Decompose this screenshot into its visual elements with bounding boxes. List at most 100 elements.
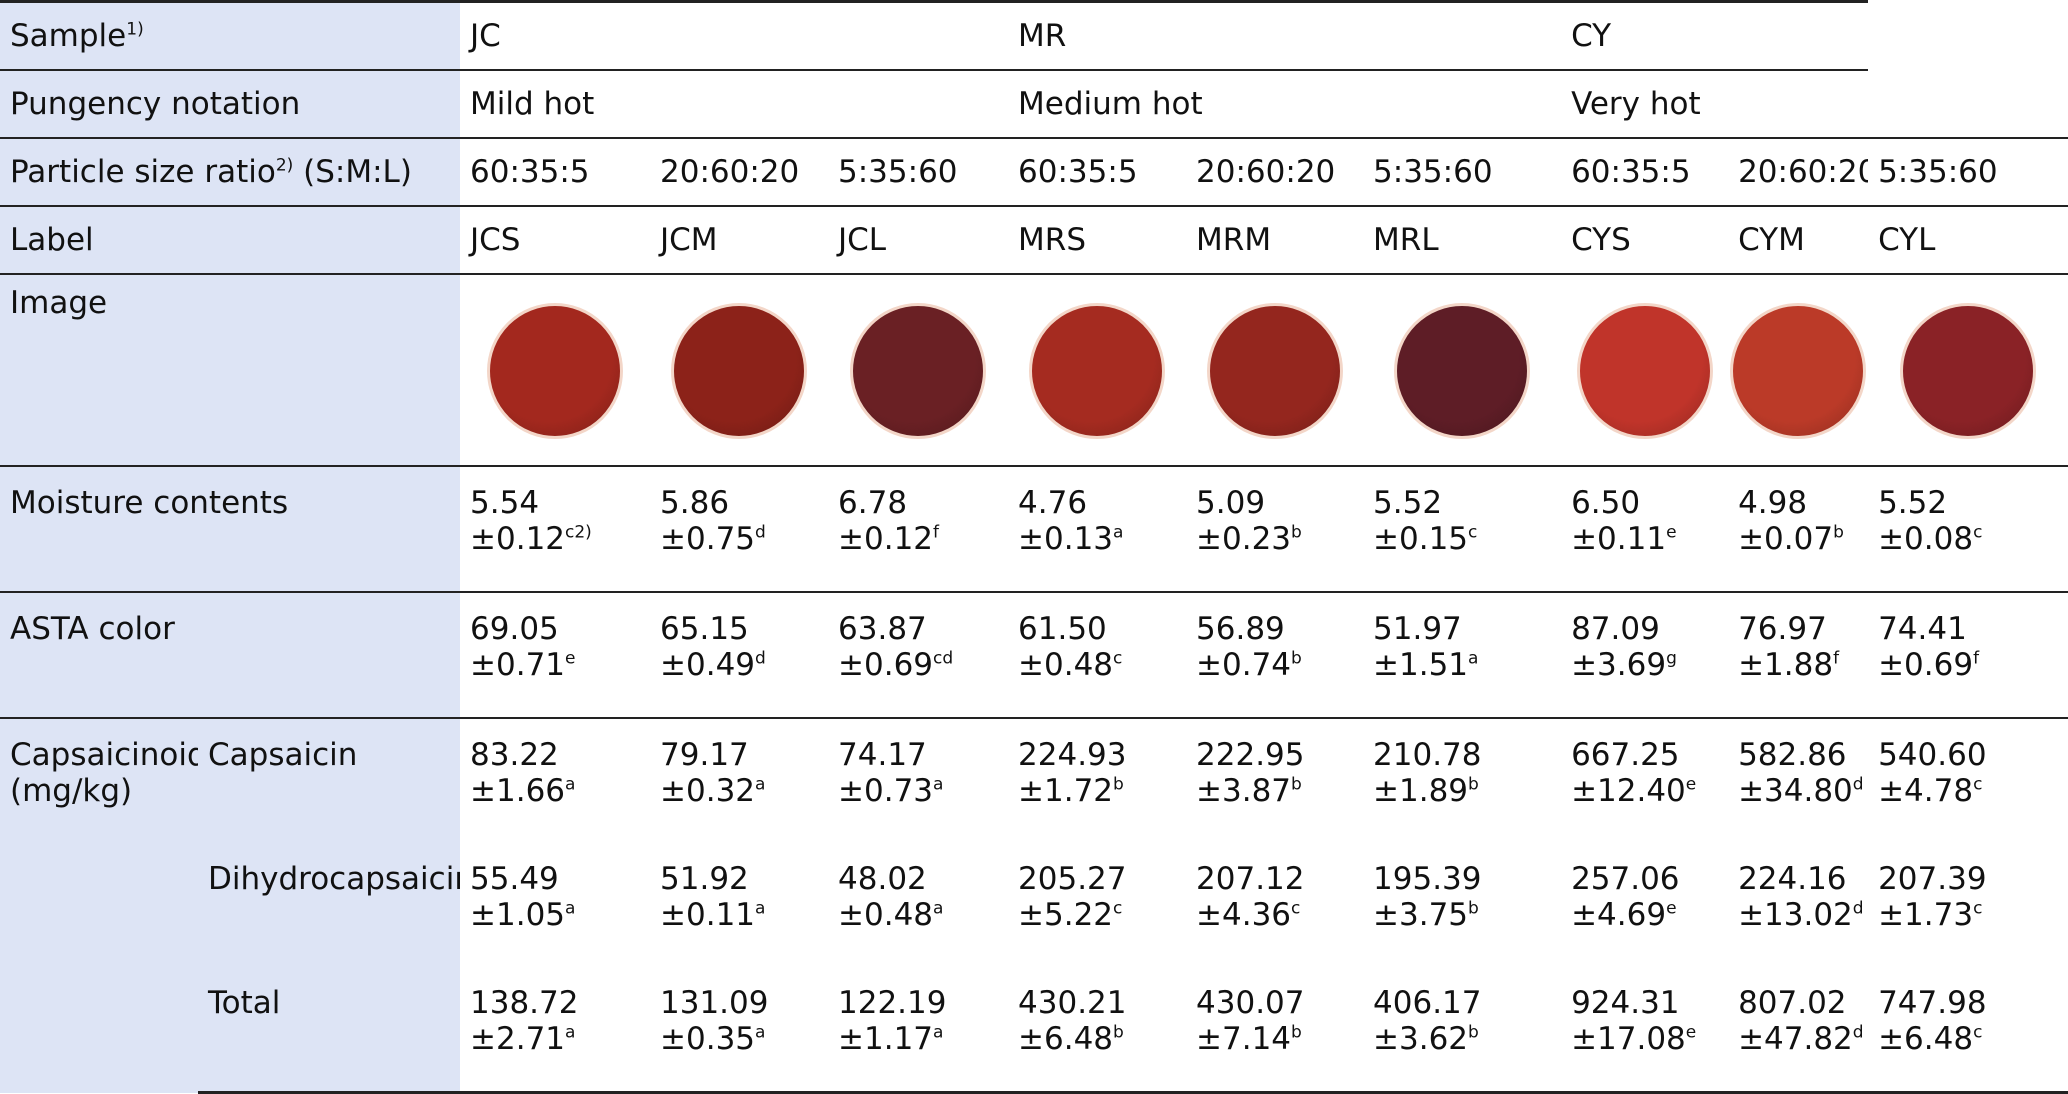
tot-value-cell: 131.09 ±0.35a — [650, 967, 829, 1094]
moisture-mean: 5.54 — [470, 485, 540, 521]
moisture-sd: ±0.12 — [470, 521, 566, 557]
tot-significance-letter: c — [1973, 1022, 1983, 1043]
tot-sd-line: ±47.82d — [1738, 1021, 1868, 1057]
asta-sd: ±1.88 — [1738, 647, 1834, 683]
sample-mr: MR — [1008, 0, 1562, 70]
tot-sd-line: ±0.35a — [660, 1021, 828, 1057]
pungency-cy: Very hot — [1561, 69, 1869, 138]
dihydrocapsaicin-header: Dihydrocapsaicin — [198, 843, 461, 967]
label-header: Label — [0, 205, 461, 274]
dih-mean: 51.92 — [660, 861, 749, 897]
moisture-mean: 5.52 — [1373, 485, 1443, 521]
moisture-sd: ±0.07 — [1738, 521, 1834, 557]
asta-value-cell: 51.97 ±1.51a — [1363, 591, 1562, 718]
tot-sd: ±2.71 — [470, 1021, 566, 1057]
cap-sd: ±1.72 — [1018, 773, 1114, 809]
cap-mean: 667.25 — [1571, 737, 1680, 773]
sample-row: Sample1) JC MR CY — [0, 0, 2068, 70]
dih-sd: ±4.36 — [1196, 897, 1292, 933]
moisture-sd-line: ±0.75d — [660, 521, 828, 557]
total-header: Total — [198, 967, 461, 1094]
dih-sd-line: ±0.48a — [838, 897, 1008, 933]
tot-value-cell: 430.21 ±6.48b — [1008, 967, 1187, 1094]
moisture-sd: ±0.75 — [660, 521, 756, 557]
cap-sd-line: ±1.89b — [1373, 773, 1561, 809]
tot-significance-letter: b — [1468, 1022, 1479, 1043]
sample-cy: CY — [1561, 0, 1869, 70]
label-cell: MRM — [1186, 205, 1364, 274]
cap-sd-line: ±1.72b — [1018, 773, 1186, 809]
dih-sd: ±1.05 — [470, 897, 566, 933]
dih-mean: 257.06 — [1571, 861, 1680, 897]
cap-sd: ±4.78 — [1878, 773, 1974, 809]
asta-significance-letter: b — [1291, 648, 1302, 669]
capsaicin-header: Capsaicin — [198, 717, 461, 843]
asta-value-cell: 65.15 ±0.49d — [650, 591, 829, 718]
sample-header: Sample1) — [0, 0, 461, 70]
cap-sd: ±1.66 — [470, 773, 566, 809]
sample-disc-image — [1730, 303, 1867, 439]
moisture-sd: ±0.23 — [1196, 521, 1292, 557]
asta-mean: 65.15 — [660, 611, 749, 647]
dih-value-cell: 205.27 ±5.22c — [1008, 843, 1186, 967]
cap-value-cell: 79.17 ±0.32a — [650, 717, 829, 843]
moisture-value-cell: 4.98 ±0.07b — [1728, 465, 1869, 592]
asta-sd-line: ±0.49d — [660, 647, 828, 683]
sample-disc-image — [1394, 303, 1531, 439]
dih-sd-line: ±3.75b — [1373, 897, 1561, 933]
tot-mean: 807.02 — [1738, 985, 1847, 1021]
asta-significance-letter: c — [1113, 648, 1123, 669]
moisture-sd-line: ±0.08c — [1878, 521, 2068, 557]
moisture-sd-line: ±0.07b — [1738, 521, 1868, 557]
dihydrocapsaicin-row: Dihydrocapsaicin 55.49 ±1.05a 51.92 ±0.11a 4… — [0, 843, 2068, 967]
asta-sd: ±0.74 — [1196, 647, 1292, 683]
tot-sd: ±47.82 — [1738, 1021, 1853, 1057]
asta-sd-line: ±0.69f — [1878, 647, 2068, 683]
cap-mean: 74.17 — [838, 737, 927, 773]
tot-significance-letter: a — [755, 1022, 766, 1043]
tot-mean: 406.17 — [1373, 985, 1482, 1021]
dih-sd-line: ±13.02d — [1738, 897, 1868, 933]
tot-sd: ±3.62 — [1373, 1021, 1469, 1057]
image-cell — [1728, 273, 1869, 466]
moisture-value-cell: 4.76 ±0.13a — [1008, 465, 1187, 592]
dih-value-cell: 51.92 ±0.11a — [650, 843, 828, 967]
cap-value-cell: 74.17 ±0.73a — [828, 717, 1009, 843]
capsaicin-row: Capsaicinoid (mg/kg) Capsaicin 83.22 ±1.66… — [0, 717, 2068, 1093]
cap-significance-letter: a — [755, 774, 766, 795]
tot-sd-line: ±1.17a — [838, 1021, 1008, 1057]
cap-sd: ±0.73 — [838, 773, 934, 809]
moisture-sd: ±0.15 — [1373, 521, 1469, 557]
moisture-value-cell: 5.86 ±0.75d — [650, 465, 829, 592]
ratio-cell: 60:35:5 — [460, 137, 651, 206]
asta-sd: ±0.69 — [838, 647, 934, 683]
moisture-value-cell: 5.09 ±0.23b — [1186, 465, 1364, 592]
sample-jc: JC — [460, 0, 1009, 70]
cap-value-cell: 210.78 ±1.89b — [1363, 717, 1562, 843]
asta-value-cell: 63.87 ±0.69cd — [828, 591, 1009, 718]
asta-sd: ±0.71 — [470, 647, 566, 683]
tot-sd-line: ±6.48b — [1018, 1021, 1186, 1057]
cap-mean: 83.22 — [470, 737, 559, 773]
moisture-row: Moisture contents 5.54 ±0.12c2) 5.86 ±0.75d… — [0, 465, 2068, 592]
asta-value-cell: 61.50 ±0.48c — [1008, 591, 1187, 718]
moisture-mean: 6.50 — [1571, 485, 1641, 521]
moisture-mean: 5.52 — [1878, 485, 1948, 521]
cap-sd-line: ±12.40e — [1571, 773, 1728, 809]
capsaicinoid-header: Capsaicinoid (mg/kg) — [0, 717, 198, 1093]
tot-mean: 138.72 — [470, 985, 579, 1021]
dih-significance-letter: e — [1666, 898, 1677, 919]
cap-sd: ±0.32 — [660, 773, 756, 809]
asta-significance-letter: f — [1973, 648, 1980, 669]
tot-value-cell: 430.07 ±7.14b — [1186, 967, 1364, 1094]
asta-value-cell: 74.41 ±0.69f — [1868, 591, 2068, 718]
cap-significance-letter: c — [1973, 774, 1983, 795]
pungency-row: Pungency notation Mild hot Medium hot Ve… — [0, 69, 2068, 138]
moisture-significance-letter: b — [1833, 522, 1844, 543]
dih-significance-letter: c — [1973, 898, 1983, 919]
dih-sd-line: ±1.05a — [470, 897, 650, 933]
dih-value-cell: 207.39 ±1.73c — [1868, 843, 2068, 967]
moisture-mean: 6.78 — [838, 485, 908, 521]
dih-value-cell: 257.06 ±4.69e — [1561, 843, 1728, 967]
